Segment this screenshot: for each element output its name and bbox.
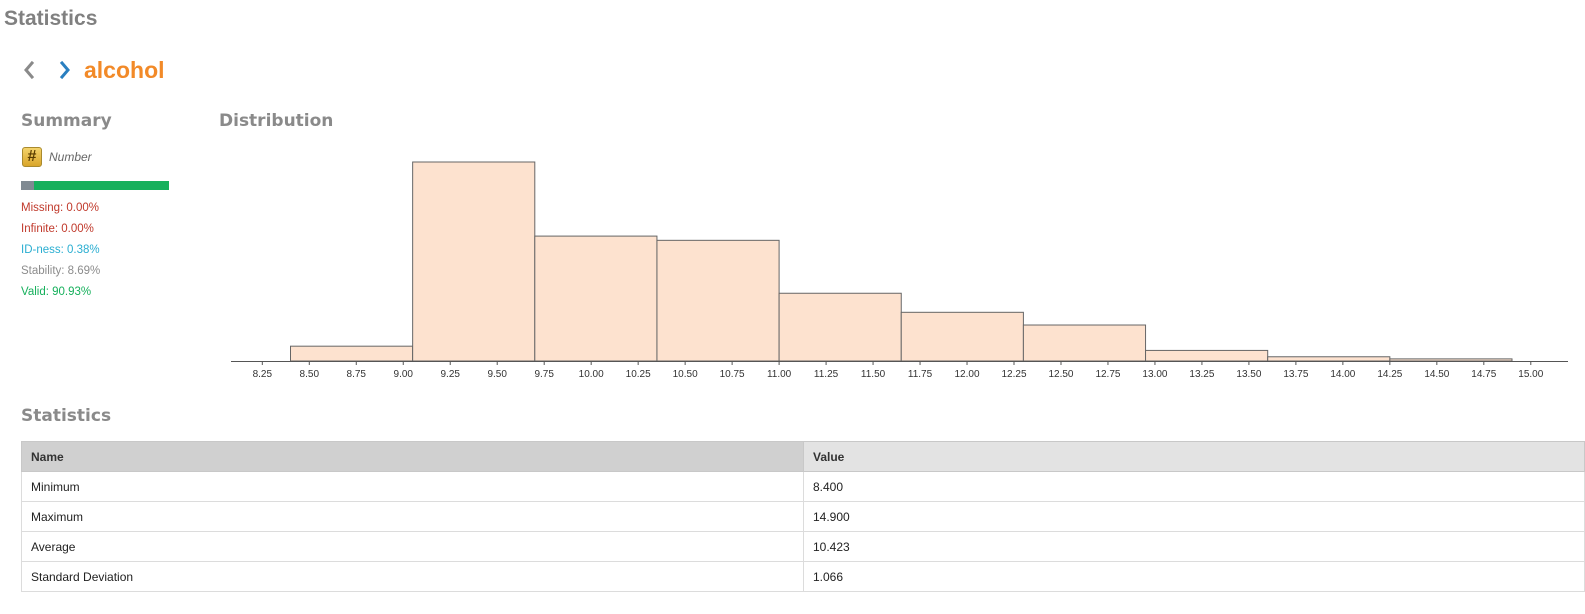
histogram-bar: [1022, 324, 1147, 362]
row-value: 1.066: [803, 561, 1585, 592]
stability-stat: Stability: 8.69%: [21, 265, 101, 277]
row-value: 8.400: [803, 471, 1585, 502]
x-axis-tick-label: 14.00: [1330, 369, 1355, 380]
histogram-bar: [1145, 349, 1269, 362]
x-axis-tick-label: 13.50: [1236, 369, 1261, 380]
table-row: Maximum 14.900: [21, 501, 1585, 532]
x-axis-tick-label: 10.75: [720, 369, 745, 380]
statistics-table: Name Value Minimum 8.400 Maximum 14.900 …: [21, 441, 1585, 592]
histogram-bar: [778, 292, 902, 362]
x-axis-tick-label: 12.75: [1095, 369, 1120, 380]
table-row: Minimum 8.400: [21, 471, 1585, 502]
distribution-heading: Distribution: [219, 111, 334, 131]
x-axis-tick-label: 9.00: [394, 369, 414, 380]
row-name: Maximum: [21, 501, 804, 532]
histogram-bar: [900, 311, 1024, 362]
x-axis-tick-label: 10.50: [673, 369, 698, 380]
x-axis-tick-label: 8.25: [253, 369, 273, 380]
x-axis-tick-label: 9.50: [487, 369, 507, 380]
type-label: Number: [49, 150, 92, 164]
row-name: Average: [21, 531, 804, 562]
valid-stat: Valid: 90.93%: [21, 286, 92, 298]
quality-bar-missing-segment: [21, 181, 35, 190]
hash-icon: #: [22, 147, 42, 167]
x-axis-tick-label: 11.75: [908, 369, 933, 380]
previous-attribute-button[interactable]: [18, 57, 40, 83]
x-axis-tick-label: 14.75: [1471, 369, 1496, 380]
x-axis-tick-label: 11.25: [814, 369, 839, 380]
attribute-navigation: alcohol: [18, 55, 165, 85]
attribute-type: # Number: [22, 147, 92, 167]
id-ness-stat: ID-ness: 0.38%: [21, 244, 100, 256]
x-axis-tick-label: 14.25: [1377, 369, 1402, 380]
x-axis-tick-label: 11.50: [861, 369, 886, 380]
x-axis-tick-label: 11.00: [767, 369, 792, 380]
quality-bar-valid-segment: [34, 181, 169, 190]
row-value: 10.423: [803, 531, 1585, 562]
x-axis-tick-label: 13.75: [1283, 369, 1308, 380]
x-axis-tick-label: 10.00: [579, 369, 604, 380]
histogram-bar: [1267, 356, 1391, 362]
attribute-name: alcohol: [84, 56, 165, 83]
histogram-bar: [290, 345, 414, 362]
table-row: Standard Deviation 1.066: [21, 561, 1585, 592]
histogram-bar: [656, 239, 780, 362]
histogram-bar: [534, 235, 658, 362]
next-attribute-button[interactable]: [54, 57, 76, 83]
page-title: Statistics: [4, 7, 98, 30]
summary-heading: Summary: [21, 111, 112, 131]
x-axis-tick-label: 14.50: [1424, 369, 1449, 380]
x-axis-tick-label: 8.50: [300, 369, 320, 380]
x-axis-tick-label: 13.00: [1142, 369, 1167, 380]
row-value: 14.900: [803, 501, 1585, 532]
row-name: Standard Deviation: [21, 561, 804, 592]
row-name: Minimum: [21, 471, 804, 502]
column-header-value: Value: [803, 441, 1585, 472]
x-axis-tick-label: 15.00: [1518, 369, 1543, 380]
x-axis-tick-label: 9.25: [441, 369, 461, 380]
summary-stats: Missing: 0.00% Infinite: 0.00% ID-ness: …: [21, 198, 100, 303]
x-axis-tick-label: 12.00: [955, 369, 980, 380]
chevron-right-icon: [59, 61, 70, 79]
x-axis-tick-label: 10.25: [626, 369, 651, 380]
statistics-heading: Statistics: [21, 406, 112, 426]
missing-stat: Missing: 0.00%: [21, 202, 99, 214]
x-axis-tick-label: 12.50: [1048, 369, 1073, 380]
table-header-row: Name Value: [21, 441, 1585, 472]
x-axis-tick-label: 12.25: [1001, 369, 1026, 380]
histogram-bar: [1389, 358, 1513, 362]
infinite-stat: Infinite: 0.00%: [21, 223, 94, 235]
x-axis-tick-label: 13.25: [1189, 369, 1214, 380]
histogram-bar: [412, 161, 536, 362]
table-row: Average 10.423: [21, 531, 1585, 562]
column-header-name: Name: [21, 441, 804, 472]
chevron-left-icon: [24, 61, 35, 79]
x-axis-tick-label: 8.75: [347, 369, 367, 380]
distribution-histogram: 8.25 8.50 8.75 9.00 9.25 9.50 9.75 10.00 10.25 10…: [231, 161, 1568, 380]
x-axis-tick-label: 9.75: [534, 369, 554, 380]
quality-bar: [21, 181, 169, 190]
